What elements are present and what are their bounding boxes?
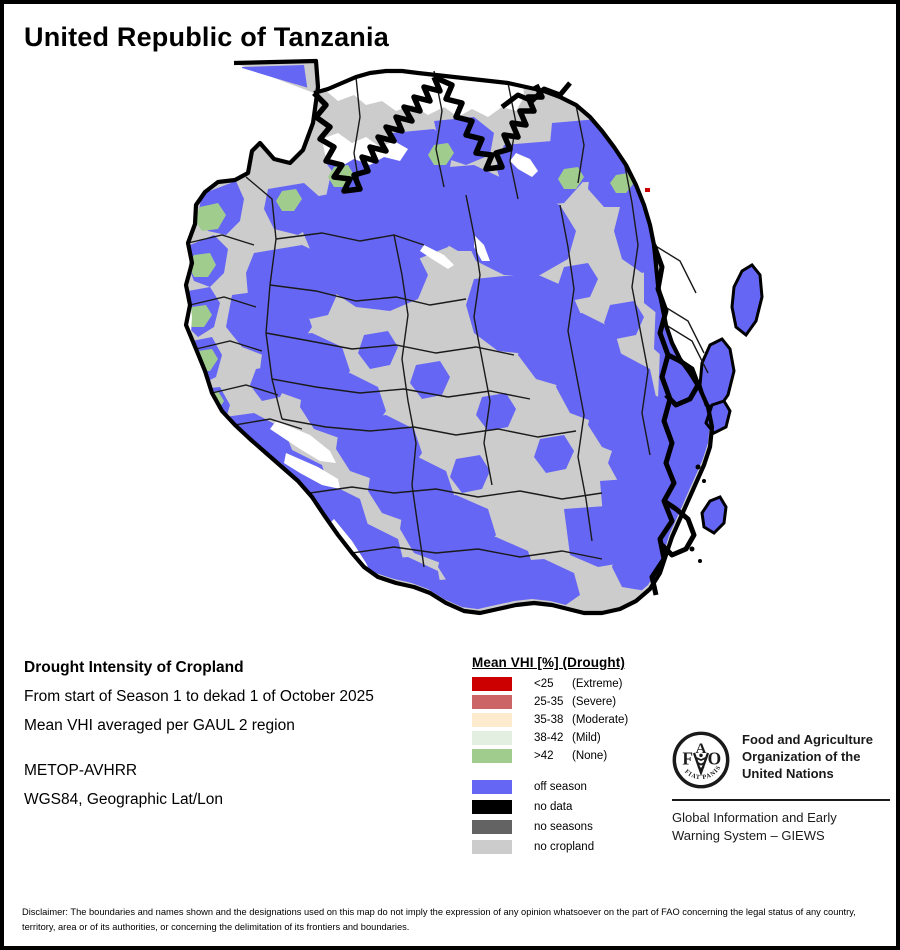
fao-branding-block: F A O FIAT PANIS Food and Agriculture Or… — [672, 731, 894, 844]
legend-row-mild[interactable]: 38-42 (Mild) — [472, 730, 682, 746]
lake-rukwa-2 — [284, 453, 340, 489]
svg-text:A: A — [696, 741, 707, 757]
legend-range-none: >42 — [534, 750, 554, 762]
map-legend: Mean VHI [%] (Drought) <25 (Extreme) 25-3… — [472, 655, 682, 858]
description-sensor: METOP-AVHRR — [24, 762, 138, 779]
legend-row-no-seasons[interactable]: no seasons — [472, 818, 682, 835]
legend-label-no-data: no data — [534, 800, 573, 813]
description-aggregation: Mean VHI averaged per GAUL 2 region — [24, 717, 295, 734]
lake-manyara — [474, 235, 490, 261]
fao-logo-row: F A O FIAT PANIS Food and Agriculture Or… — [672, 731, 894, 789]
map-layers — [180, 58, 764, 616]
layer-islands — [689, 263, 764, 563]
legend-swatch-no-cropland — [472, 839, 512, 854]
giews-system-name: Global Information and Early Warning Sys… — [672, 809, 894, 844]
giews-line-2: Warning System – GIEWS — [672, 827, 825, 843]
svg-text:F: F — [682, 749, 693, 769]
legend-row-no-data[interactable]: no data — [472, 798, 682, 815]
legend-group-spacer — [472, 766, 682, 778]
islet-2 — [702, 479, 706, 483]
legend-swatch-mild — [472, 731, 512, 745]
fao-logo-icon: F A O FIAT PANIS — [672, 731, 730, 789]
giews-line-1: Global Information and Early — [672, 810, 837, 825]
legend-row-extreme[interactable]: <25 (Extreme) — [472, 676, 682, 692]
tanzania-map-svg[interactable] — [4, 49, 896, 649]
legend-range-severe: 25-35 — [534, 696, 564, 708]
legend-name-mild: (Mild) — [572, 732, 601, 744]
legend-label-no-cropland: no cropland — [534, 840, 595, 853]
layer-national-border — [183, 58, 715, 616]
legend-label-none: >42 (None) — [534, 750, 607, 762]
lake-tanganyika — [180, 209, 206, 427]
island-pemba — [730, 263, 764, 338]
lake-rukwa — [270, 421, 336, 463]
legend-name-severe: (Severe) — [572, 696, 617, 708]
legend-swatch-no-seasons — [472, 819, 512, 834]
fao-org-line-3: United Nations — [742, 766, 834, 782]
description-spacer — [24, 746, 454, 762]
islet-3 — [689, 546, 695, 552]
islet-4 — [698, 559, 702, 563]
legend-label-no-seasons: no seasons — [534, 820, 593, 833]
map-canvas[interactable] — [4, 49, 896, 649]
legend-swatch-severe — [472, 695, 512, 709]
island-mafia — [700, 495, 728, 535]
layer-admin-boundaries — [187, 70, 709, 568]
islet-1 — [695, 464, 701, 470]
legend-name-extreme: (Extreme) — [572, 678, 623, 690]
legend-swatch-extreme — [472, 677, 512, 691]
legend-row-moderate[interactable]: 35-38 (Moderate) — [472, 712, 682, 728]
legend-name-moderate: (Moderate) — [572, 714, 629, 726]
legend-swatch-none — [472, 749, 512, 763]
description-block: Drought Intensity of Cropland From start… — [24, 659, 454, 820]
legend-row-off-season[interactable]: off season — [472, 778, 682, 795]
legend-name-none: (None) — [572, 750, 608, 762]
fao-org-line-2: Organization of the — [742, 749, 861, 765]
layer-coastline — [649, 244, 701, 596]
lake-victoria-bay — [322, 133, 408, 167]
fao-organization-name: Food and Agriculture Organization of the… — [742, 731, 873, 782]
description-period: From start of Season 1 to dekad 1 of Oct… — [24, 688, 374, 705]
legend-label-extreme: <25 (Extreme) — [534, 678, 622, 690]
legend-label-off-season: off season — [534, 780, 587, 793]
pixel-artifact-extreme — [645, 188, 650, 192]
description-projection: WGS84, Geographic Lat/Lon — [24, 791, 224, 808]
legend-row-no-cropland[interactable]: no cropland — [472, 838, 682, 855]
fao-divider — [672, 799, 890, 801]
legend-row-severe[interactable]: 25-35 (Severe) — [472, 694, 682, 710]
legend-label-moderate: 35-38 (Moderate) — [534, 714, 628, 726]
legend-range-extreme: <25 — [534, 678, 554, 690]
disclaimer-text: Disclaimer: The boundaries and names sho… — [22, 907, 856, 933]
legend-label-mild: 38-42 (Mild) — [534, 732, 601, 744]
legend-title: Mean VHI [%] (Drought) — [472, 655, 625, 670]
page-title: United Republic of Tanzania — [24, 22, 389, 52]
description-heading: Drought Intensity of Cropland — [24, 659, 244, 676]
legend-swatch-off-season — [472, 779, 512, 794]
lake-eyasi — [420, 245, 454, 269]
fao-org-line-1: Food and Agriculture — [742, 732, 873, 747]
legend-range-mild: 38-42 — [534, 732, 564, 744]
legend-swatch-moderate — [472, 713, 512, 727]
legend-range-moderate: 35-38 — [534, 714, 564, 726]
legend-label-severe: 25-35 (Severe) — [534, 696, 616, 708]
legend-swatch-no-data — [472, 799, 512, 814]
lake-natron — [510, 153, 538, 177]
legend-row-none[interactable]: >42 (None) — [472, 748, 682, 764]
svg-text:O: O — [708, 749, 722, 769]
